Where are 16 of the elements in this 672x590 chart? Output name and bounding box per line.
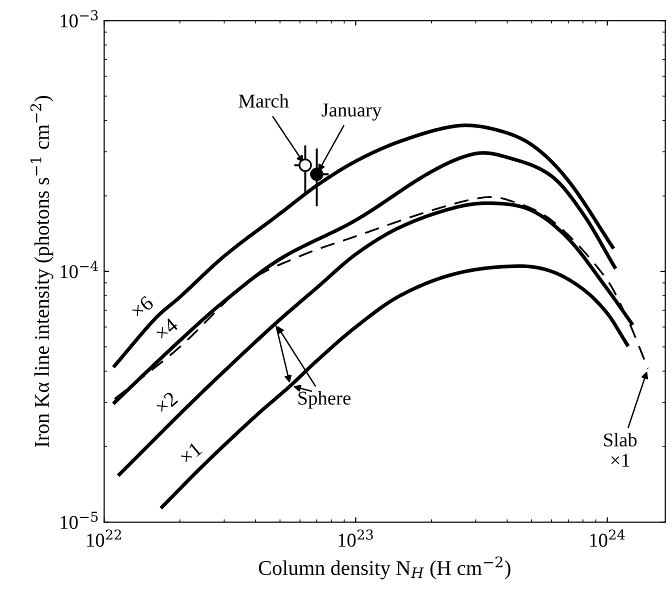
x-tick-label: 10$^{24}$ xyxy=(590,529,625,547)
annotation: Sphere xyxy=(298,391,350,409)
annotation: Slab ×1 xyxy=(604,432,637,467)
text: ×1 xyxy=(178,442,203,465)
y-tick-label: 10$^{−5}$ xyxy=(60,512,98,529)
x-tick-label: 10$^{22}$ xyxy=(87,529,121,547)
text: ×6 xyxy=(130,295,154,319)
text: ×2 xyxy=(154,391,178,414)
x-axis-title: Column density N$_{H}$ (H cm$^{−2}$) xyxy=(258,556,510,580)
annotation: March xyxy=(238,94,289,108)
y-tick-label: 10$^{−4}$ xyxy=(60,260,98,278)
y-tick-label: 10$^{−3}$ xyxy=(60,10,98,28)
x-tick-label: 10$^{23}$ xyxy=(338,529,373,547)
text: ×4 xyxy=(154,317,179,341)
y-axis-title: Iron Kα line intensity (photons s$^{−1}$ cm$^{−2}$) xyxy=(30,96,54,448)
annotation: January xyxy=(322,104,382,121)
